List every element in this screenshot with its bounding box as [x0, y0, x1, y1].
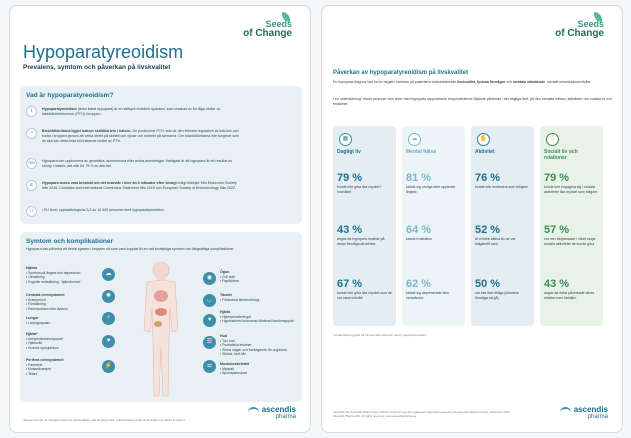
legal-text: Ascendis The Ascendis Pharma logo and th…	[333, 410, 510, 419]
what-item: Bisköldkörtlarna ligger bakom sköldkörte…	[42, 129, 240, 143]
symptom-group-teeth: Tänder • Förändrad tandmorfologi	[220, 293, 260, 302]
what-is-box: Vad är hypoparatyreoidism? i Hypoparatyr…	[20, 86, 302, 224]
nerve-icon: ⚡	[102, 360, 115, 373]
stat-item: 64 % kände frustration	[406, 224, 433, 241]
column-daily-life: ▦ Dagligt liv 79 % kunde inte göra lika m…	[333, 126, 396, 326]
what-item: Hypoparatyreoidism (även kallat hypopara…	[42, 107, 221, 116]
wave-icon	[247, 407, 259, 416]
stat-item: 62 % kände sig deprimerade eller nedstämd…	[406, 278, 450, 300]
what-item: Hypopara kan uppkomma av genetiska, auto…	[42, 159, 233, 168]
column-label: Aktivitet	[475, 149, 495, 155]
doc-icon: ≡	[26, 180, 37, 191]
leaf-icon	[594, 12, 602, 22]
impact-description-1: En hypopara-diagnos kan ha en negativ in…	[333, 80, 592, 84]
stat-item: 43 % angav att detta påverkade deras rela…	[544, 278, 595, 300]
stat-item: 79 % kunde inte engagera sig i sociala ak…	[544, 172, 598, 194]
symptoms-box: Symtom och komplikationer Hypopara kan p…	[20, 232, 302, 402]
ascendis-logo: ascendis pharma	[247, 406, 296, 420]
stat-item: 50 % var inte lika rörliga (inklusive för…	[475, 278, 519, 300]
page-left: Seeds of Change Hypoparatyreoidism Preva…	[9, 5, 311, 433]
symptom-group-brain: Hjärna • Symtom på ångest och depression…	[26, 266, 81, 284]
symptom-group-heart: Hjärta* • Arrhytmi/kardiomyopati • Hjärt…	[26, 332, 63, 350]
calendar-icon: ▦	[339, 133, 352, 146]
heart-organ-icon: ♥	[203, 314, 216, 327]
stat-item: 81 % kände sig oroliga eller upplevde ång…	[406, 172, 456, 194]
symptom-group-heart-right: Hjärta • Hjärtrytmstörningar • Hypokalce…	[220, 310, 294, 324]
stat-item: 67 % kunde inte göra lika mycket som de v…	[337, 278, 392, 300]
tooth-icon: ◡	[203, 294, 216, 307]
page-right: Seeds of Change Påverkan av hypoparatyre…	[321, 5, 623, 433]
stat-item: 76 % kunde inte motionera som tidigare	[475, 172, 528, 189]
column-social-life: ♡ Socialt liv och relationer 79 % kunde i…	[540, 126, 603, 326]
bone-icon: ⚌	[203, 360, 216, 373]
what-item: Hypopara anses vara kroniskt om det kvar…	[42, 181, 237, 190]
body-figure	[143, 261, 179, 397]
gland-icon: ◔	[26, 128, 37, 139]
eye-icon: ◉	[203, 272, 216, 285]
heart-icon: ♡	[546, 133, 559, 146]
symptoms-footnote: *Dessa symtom är vanligare bland de beha…	[23, 418, 186, 422]
impact-footnote: *Undersökning gjord på 48 svenska person…	[333, 333, 427, 337]
stat-item: 57 % var mer begränsade i vilket sluga so…	[544, 224, 596, 246]
leaf-icon	[282, 12, 290, 22]
seeds-of-change-logo: Seeds of Change	[243, 12, 292, 39]
page-subtitle: Prevalens, symtom och påverkan på livskv…	[23, 64, 171, 71]
people-icon: ⚇	[26, 206, 37, 217]
column-activity: ✋ Aktivitet 76 % kunde inte motionera som…	[471, 126, 534, 326]
symptom-group-lungs: Lungor • Laryngospasm	[26, 316, 51, 325]
logo-line-1: Seeds	[577, 19, 604, 29]
column-label: Socialt liv och relationer	[544, 149, 578, 161]
seeds-of-change-logo: Seeds of Change	[555, 12, 604, 39]
impact-section-title: Påverkan av hypoparatyreoidism på livskv…	[333, 70, 469, 76]
logo-line-2: of Change	[555, 27, 604, 39]
stat-item: 79 % kunde inte göra lika mycket i hushål…	[337, 172, 382, 194]
brain-icon: ☁	[102, 268, 115, 281]
symptoms-description: Hypopara kan påverka ett flertal system …	[26, 247, 235, 251]
nervous-system-icon: ✺	[102, 290, 115, 303]
stat-item: 43 % angav att hypopara innebär på deras …	[337, 224, 385, 246]
column-mental-health: ☁ Mental hälsa 81 % kände sig oroliga ell…	[402, 126, 465, 326]
column-label: Dagligt liv	[337, 149, 361, 155]
activity-icon: ✋	[477, 133, 490, 146]
stat-item: 52 % är mindre aktiva än de var tidigare/…	[475, 224, 516, 246]
heart-icon: ♥	[102, 335, 115, 348]
symptom-group-skin: Hud • Torr hud • Psoriatiska lesioner • …	[220, 334, 287, 356]
symptom-group-cns: Centrala nervsystemet • Kramperiod • För…	[26, 293, 68, 311]
impact-description-2: I en undersökning* bland personer som le…	[333, 97, 612, 106]
page-title: Hypoparatyreoidism	[23, 42, 184, 62]
symptoms-heading: Symtom och komplikationer	[26, 238, 114, 245]
symptom-group-eyes: Ögon • Grå starr • Papillödem	[220, 270, 239, 284]
logo-line-1: Seeds	[265, 19, 292, 29]
brain-icon: ☁	[408, 133, 421, 146]
skin-icon: ☰	[203, 336, 216, 349]
symptom-group-pns: Perifera nervsystemet • Parestesi • Musk…	[26, 358, 64, 376]
percent-icon: 75%	[26, 158, 37, 169]
column-label: Mental hälsa	[406, 149, 437, 155]
what-is-heading: Vad är hypoparatyreoidism?	[26, 92, 114, 99]
logo-line-2: of Change	[243, 27, 292, 39]
lungs-icon: ♆	[102, 312, 115, 325]
symptom-group-musculoskeletal: Muskuloskeletalt • Myopati • Spondylartr…	[220, 362, 249, 376]
what-item: I EU lever uppskattningsvis 3,2 av 10 00…	[42, 208, 165, 212]
wave-icon	[559, 407, 571, 416]
ascendis-logo: ascendis pharma	[559, 406, 608, 420]
info-icon: i	[26, 106, 37, 117]
